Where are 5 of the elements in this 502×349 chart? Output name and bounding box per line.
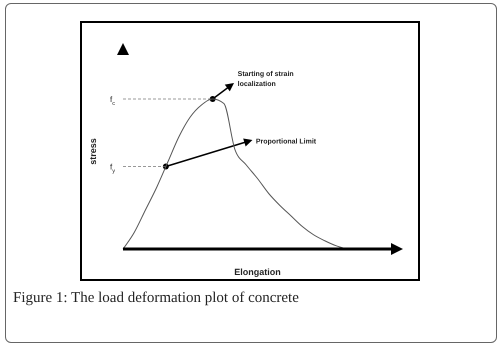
ref-line-label: f$_{y}$	[110, 162, 116, 174]
ref-line-label: f$_{c}$	[110, 95, 116, 107]
x-axis-title: Elongation	[234, 267, 281, 277]
text: Figure 1: The load deformation plot of concrete	[13, 290, 299, 307]
y-axis-title: stress	[88, 138, 98, 165]
